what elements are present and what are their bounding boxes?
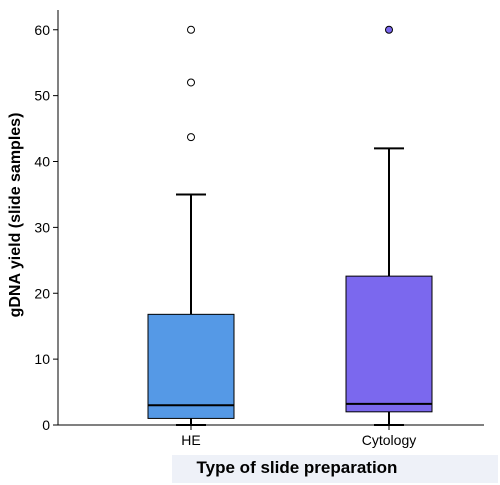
y-axis-title: gDNA yield (slide samples)	[7, 113, 24, 318]
outlier-point	[187, 133, 195, 142]
y-tick-label: 50	[34, 88, 50, 104]
y-tick-label: 60	[34, 22, 50, 38]
y-tick-label: 0	[42, 417, 50, 433]
x-tick-label: Cytology	[362, 432, 416, 448]
x-axis-title: Type of slide preparation	[196, 458, 398, 477]
y-tick-label: 40	[34, 154, 50, 170]
outlier-point	[187, 78, 195, 87]
outlier-point	[187, 25, 195, 34]
y-tick-label: 10	[34, 351, 50, 367]
outlier-point	[385, 25, 393, 34]
x-axis-title-background	[172, 455, 498, 483]
y-tick-label: 30	[34, 219, 50, 235]
x-tick-label: HE	[181, 432, 200, 448]
box-cytology	[345, 275, 433, 413]
y-tick-label: 20	[34, 285, 50, 301]
box-he	[147, 313, 235, 419]
